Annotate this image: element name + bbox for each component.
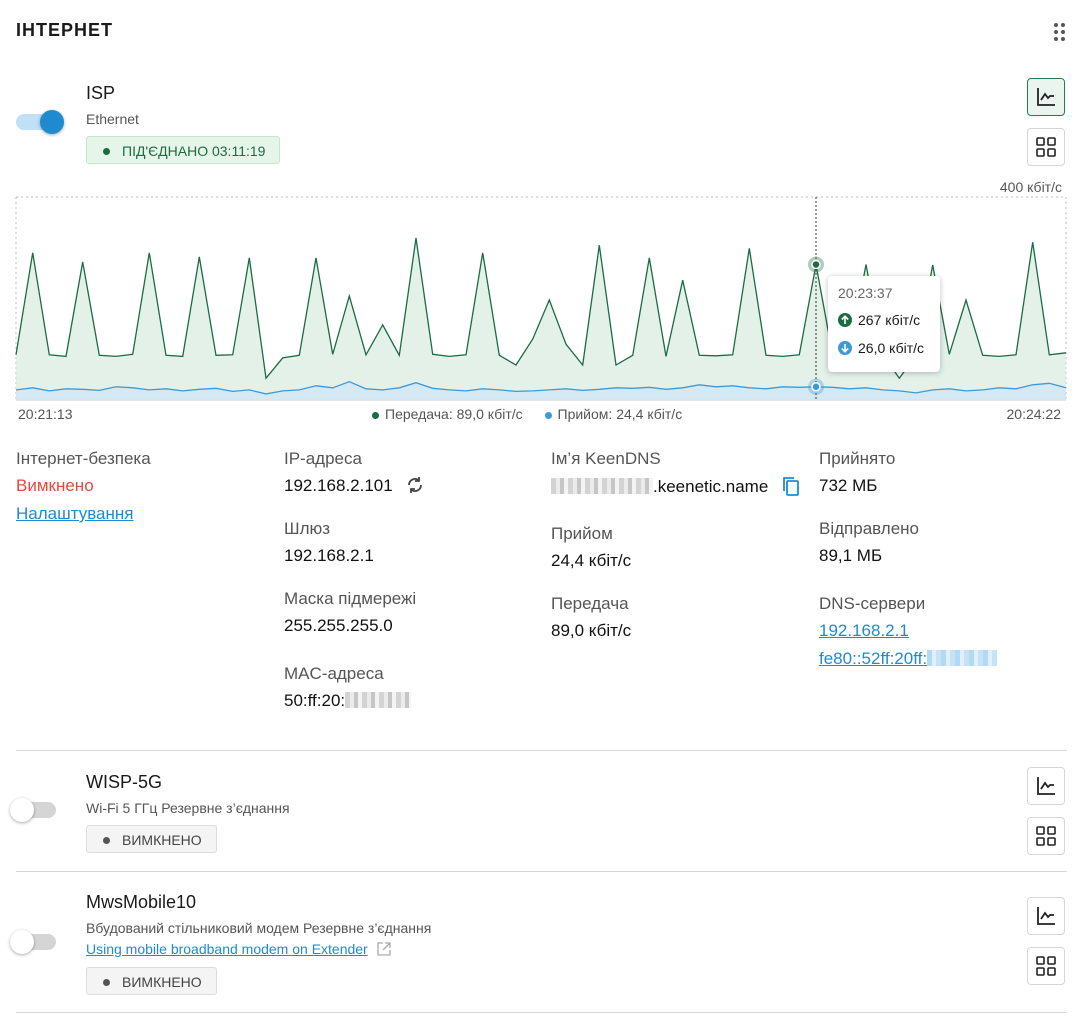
chart-button[interactable]	[1027, 767, 1065, 805]
field-value: 192.168.2.1	[284, 546, 374, 566]
up-icon	[838, 313, 852, 327]
separator	[16, 871, 1067, 872]
external-icon	[376, 941, 392, 957]
toggle[interactable]	[10, 930, 60, 954]
separator	[16, 750, 1067, 751]
field-label: MAC-адреса	[284, 664, 384, 684]
help-link[interactable]: Using mobile broadband modem on Extender	[86, 941, 392, 957]
chart-icon	[1035, 905, 1057, 927]
field-label: Прийом	[551, 524, 613, 544]
field-value: Вимкнено	[16, 476, 94, 496]
field-label: Маска підмережі	[284, 589, 416, 609]
connection-name: MwsMobile10	[86, 892, 196, 913]
connection-name: WISP-5G	[86, 772, 162, 793]
toggle[interactable]	[10, 798, 60, 822]
refresh-icon[interactable]	[405, 476, 425, 494]
field-value: 89,1 МБ	[819, 546, 882, 566]
field-label: Відправлено	[819, 519, 919, 539]
grid-icon	[1035, 825, 1057, 847]
grid-icon	[1035, 955, 1057, 977]
toggle-knob	[10, 798, 34, 822]
tooltip: 20:23:37 267 кбіт/с 26,0 кбіт/с	[828, 276, 940, 372]
settings-link[interactable]: Налаштування	[16, 504, 134, 524]
chart-button[interactable]	[1027, 897, 1065, 935]
legend-label: Передача: 89,0 кбіт/с	[385, 406, 523, 422]
legend-marker	[545, 412, 552, 419]
ip-text: 192.168.2.101	[284, 476, 393, 495]
status-dot	[103, 979, 110, 986]
dns-link-text: fe80::52ff:20ff:	[819, 649, 927, 668]
status-text: ВИМКНЕНО	[122, 832, 202, 848]
tooltip-value: 26,0 кбіт/с	[858, 340, 924, 356]
field-value: 50:ff:20:	[284, 691, 411, 711]
details-button[interactable]	[1027, 817, 1065, 855]
chart-icon	[1035, 775, 1057, 797]
field-value: 24,4 кбіт/с	[551, 551, 631, 571]
field-label: Ім’я KeenDNS	[551, 449, 661, 469]
legend-label: Прийом: 24,4 кбіт/с	[558, 406, 683, 422]
field-label: DNS-сервери	[819, 594, 925, 614]
y-tick-label: 400 кбіт/с	[1000, 179, 1062, 195]
field-value: .keenetic.name	[551, 476, 801, 497]
x-end-label: 20:24:22	[1007, 406, 1062, 422]
redacted	[927, 650, 997, 666]
status-badge: ВИМКНЕНО	[86, 825, 217, 853]
tooltip-time: 20:23:37	[838, 285, 893, 301]
field-value: 89,0 кбіт/с	[551, 621, 631, 641]
traffic-chart: 400 кбіт/с	[0, 0, 1077, 440]
dns-link[interactable]: fe80::52ff:20ff:	[819, 649, 997, 669]
tooltip-value: 267 кбіт/с	[858, 312, 920, 328]
help-link-text: Using mobile broadband modem on Extender	[86, 941, 368, 957]
field-value: 732 МБ	[819, 476, 877, 496]
mac-text: 50:ff:20:	[284, 691, 345, 710]
legend-marker	[372, 412, 379, 419]
separator	[16, 1012, 1067, 1013]
field-label: Передача	[551, 594, 629, 614]
field-label: Інтернет-безпека	[16, 449, 151, 469]
connection-type: Вбудований стільниковий модем Резервне з…	[86, 920, 431, 936]
hover-point	[812, 383, 820, 391]
connection-type: Wi-Fi 5 ГГц Резервне з’єднання	[86, 800, 290, 816]
copy-icon[interactable]	[781, 476, 801, 496]
status-badge: ВИМКНЕНО	[86, 967, 217, 995]
x-start-label: 20:21:13	[18, 406, 73, 422]
field-label: Прийнято	[819, 449, 895, 469]
field-value: 255.255.255.0	[284, 616, 393, 636]
field-label: IP-адреса	[284, 449, 362, 469]
field-label: Шлюз	[284, 519, 330, 539]
hover-point	[812, 260, 820, 268]
status-dot	[103, 837, 110, 844]
field-value: 192.168.2.101	[284, 476, 425, 496]
details-button[interactable]	[1027, 947, 1065, 985]
status-text: ВИМКНЕНО	[122, 974, 202, 990]
dns-link[interactable]: 192.168.2.1	[819, 621, 909, 641]
toggle-knob	[10, 930, 34, 954]
redacted	[551, 478, 653, 494]
down-icon	[838, 341, 852, 355]
dns-name-text: .keenetic.name	[653, 477, 768, 496]
redacted	[345, 692, 411, 708]
legend: Передача: 89,0 кбіт/с Прийом: 24,4 кбіт/…	[372, 406, 682, 422]
